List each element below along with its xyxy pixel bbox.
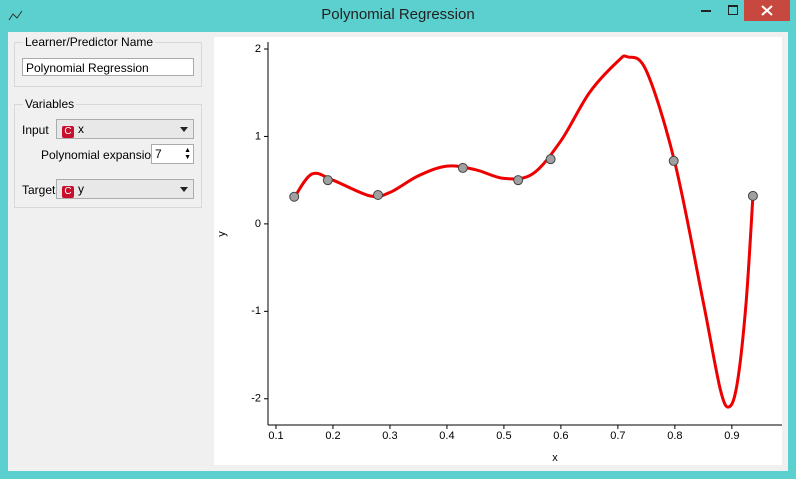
x-tick-label: 0.4 [439,430,454,442]
y-tick-label: 1 [255,130,261,142]
y-tick-label: -2 [251,393,261,405]
expansion-spinbox[interactable]: 7 ▲ ▼ [151,144,194,164]
x-tick-label: 0.6 [553,430,568,442]
y-tick-label: 0 [255,218,261,230]
target-label: Target [22,183,56,197]
window-title: Polynomial Regression [321,6,475,23]
client-area: Learner/Predictor Name Polynomial Regres… [8,32,788,471]
badge: C [62,186,74,198]
x-tick-label: 0.7 [610,430,625,442]
x-tick-label: 0.3 [382,430,397,442]
input-label: Input [22,123,49,137]
name-group: Learner/Predictor Name Polynomial Regres… [14,35,202,87]
expansion-label: Polynomial expansion: [41,148,162,162]
x-tick-label: 0.1 [268,430,283,442]
y-tick-label: 2 [255,43,261,55]
app-icon [8,10,23,21]
data-point [322,175,333,186]
x-tick-label: 0.2 [325,430,340,442]
y-axis-label: y [216,231,228,237]
combo-value: x [78,122,84,136]
x-tick-label: 0.5 [496,430,511,442]
spin-value: 7 [155,147,162,161]
data-point [545,154,556,165]
x-tick-label: 0.8 [667,430,682,442]
badge: C [62,126,74,138]
data-point [457,162,468,173]
data-point [668,155,679,166]
plot: -2 -1 0 1 2 0.1 0.2 0.3 0.4 0.5 0.6 0.7 0.8 0.9 x y [214,37,782,465]
group-title: Learner/Predictor Name [23,35,156,49]
combo-value: y [78,182,84,196]
maximize[interactable] [728,5,738,15]
x-tick-label: 0.9 [724,430,739,442]
x-axis-label: x [552,452,558,464]
y-tick-label: -1 [251,305,261,317]
name-input[interactable]: Polynomial Regression [22,58,194,76]
data-point [289,191,300,202]
group-title: Variables [23,97,77,111]
data-point [747,190,758,201]
data-point [513,175,524,186]
close[interactable] [744,0,790,21]
data-point [372,190,383,201]
regression-curve [292,54,755,409]
minimize[interactable] [701,10,711,12]
